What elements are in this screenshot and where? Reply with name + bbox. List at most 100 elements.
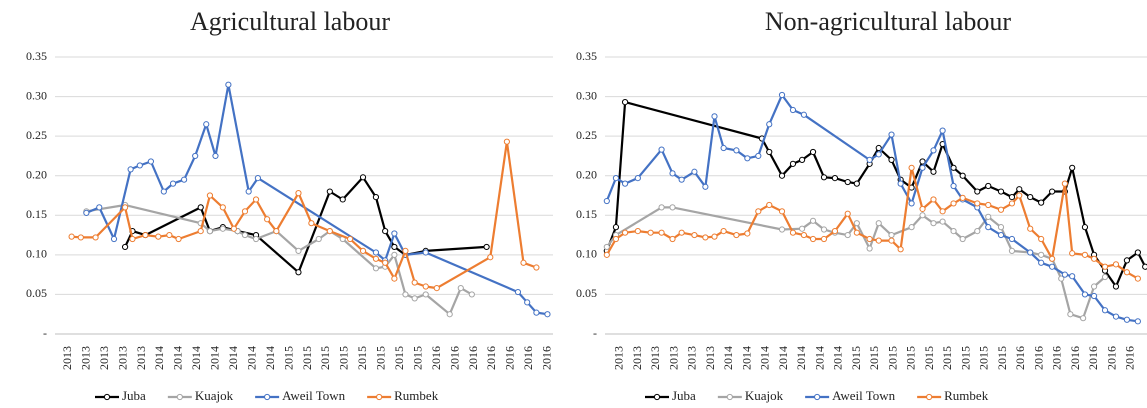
data-point [1081,291,1089,298]
x-tick-label: 2013 [703,346,717,370]
x-tick-label: 2013 [630,346,644,370]
data-point [930,147,937,154]
data-point [359,247,367,254]
data-point [372,265,380,272]
data-point [206,192,214,199]
data-point [789,229,797,236]
data-point [888,156,895,163]
legend-label: Rumbek [394,388,439,403]
legend-label: Kuajok [745,388,784,403]
data-point [875,220,882,227]
x-tick-label: 2013 [60,346,74,370]
x-tick-label: 2015 [922,346,936,370]
data-point [888,231,895,239]
y-tick-label: 0.35 [576,49,597,63]
data-point [203,121,210,128]
data-point [744,230,751,237]
legend-marker [176,393,183,401]
data-point [678,229,685,236]
x-tick-label: 2014 [794,346,808,370]
data-point [919,158,926,165]
data-point [411,295,418,302]
data-point [959,172,966,179]
x-tick-label: 2015 [995,346,1009,370]
x-tick-label: 2015 [904,346,918,370]
data-point [939,127,946,134]
data-point [755,208,762,215]
data-point [950,228,957,235]
y-tick-label: - [43,326,47,340]
data-point [192,152,199,160]
data-point [809,217,817,224]
data-point [391,243,398,251]
data-point [83,209,90,217]
data-point [230,225,238,232]
data-point [503,138,510,145]
data-point [930,220,937,227]
data-point [789,106,797,114]
data-point [1069,164,1076,171]
data-point [197,228,204,235]
data-point [669,170,676,177]
x-tick-label: 2016 [1068,346,1082,370]
legend-label: Aweil Town [832,388,896,403]
data-point [974,228,981,235]
x-tick-label: 2014 [812,346,826,370]
x-tick-label: 2015 [374,346,388,370]
data-point [457,284,464,292]
data-point [1027,225,1034,232]
data-point [711,113,718,120]
data-point [1027,249,1034,256]
data-point [1016,192,1023,199]
data-point [1038,235,1045,243]
data-point [755,152,762,160]
data-point [77,234,84,241]
legend-marker [814,393,821,401]
legend-label: Kuajok [195,388,234,403]
data-point [820,235,828,243]
y-tick-label: 0.10 [576,247,597,261]
x-tick-label: 2016 [429,346,443,370]
data-point [1038,259,1045,266]
data-point [820,226,828,233]
data-point [241,231,249,239]
data-point [897,180,904,187]
chart-title: Non-agricultural labour [765,7,1012,36]
data-point [939,218,946,225]
data-point [844,178,851,186]
data-point [711,233,718,240]
data-point [691,231,698,239]
x-tick-label: 2016 [484,346,498,370]
x-tick-label: 2014 [776,346,790,370]
data-point [950,182,957,190]
data-point [766,201,773,209]
y-tick-label: 0.05 [576,286,597,300]
data-point [372,249,380,256]
data-point [866,156,873,163]
y-tick-label: 0.20 [576,167,597,181]
data-point [798,156,806,163]
x-tick-label: 2014 [208,346,222,370]
data-point [1038,251,1045,258]
data-point [315,235,322,243]
y-tick-label: 0.25 [26,128,47,142]
data-point [1134,249,1141,256]
data-point [919,205,926,213]
x-tick-label: 2013 [685,346,699,370]
data-point [798,225,806,232]
data-point [273,228,280,235]
data-point [252,196,260,203]
series-line [124,176,487,274]
legend-marker [103,393,111,401]
data-point [691,168,698,175]
data-point [402,291,409,298]
data-point [1061,271,1068,278]
y-tick-label: - [593,326,597,340]
y-tick-label: 0.30 [576,88,597,102]
data-point [391,230,398,237]
legend-label: Rumbek [944,388,989,403]
data-point [866,235,873,243]
data-point [175,235,182,243]
data-point [1081,251,1089,258]
